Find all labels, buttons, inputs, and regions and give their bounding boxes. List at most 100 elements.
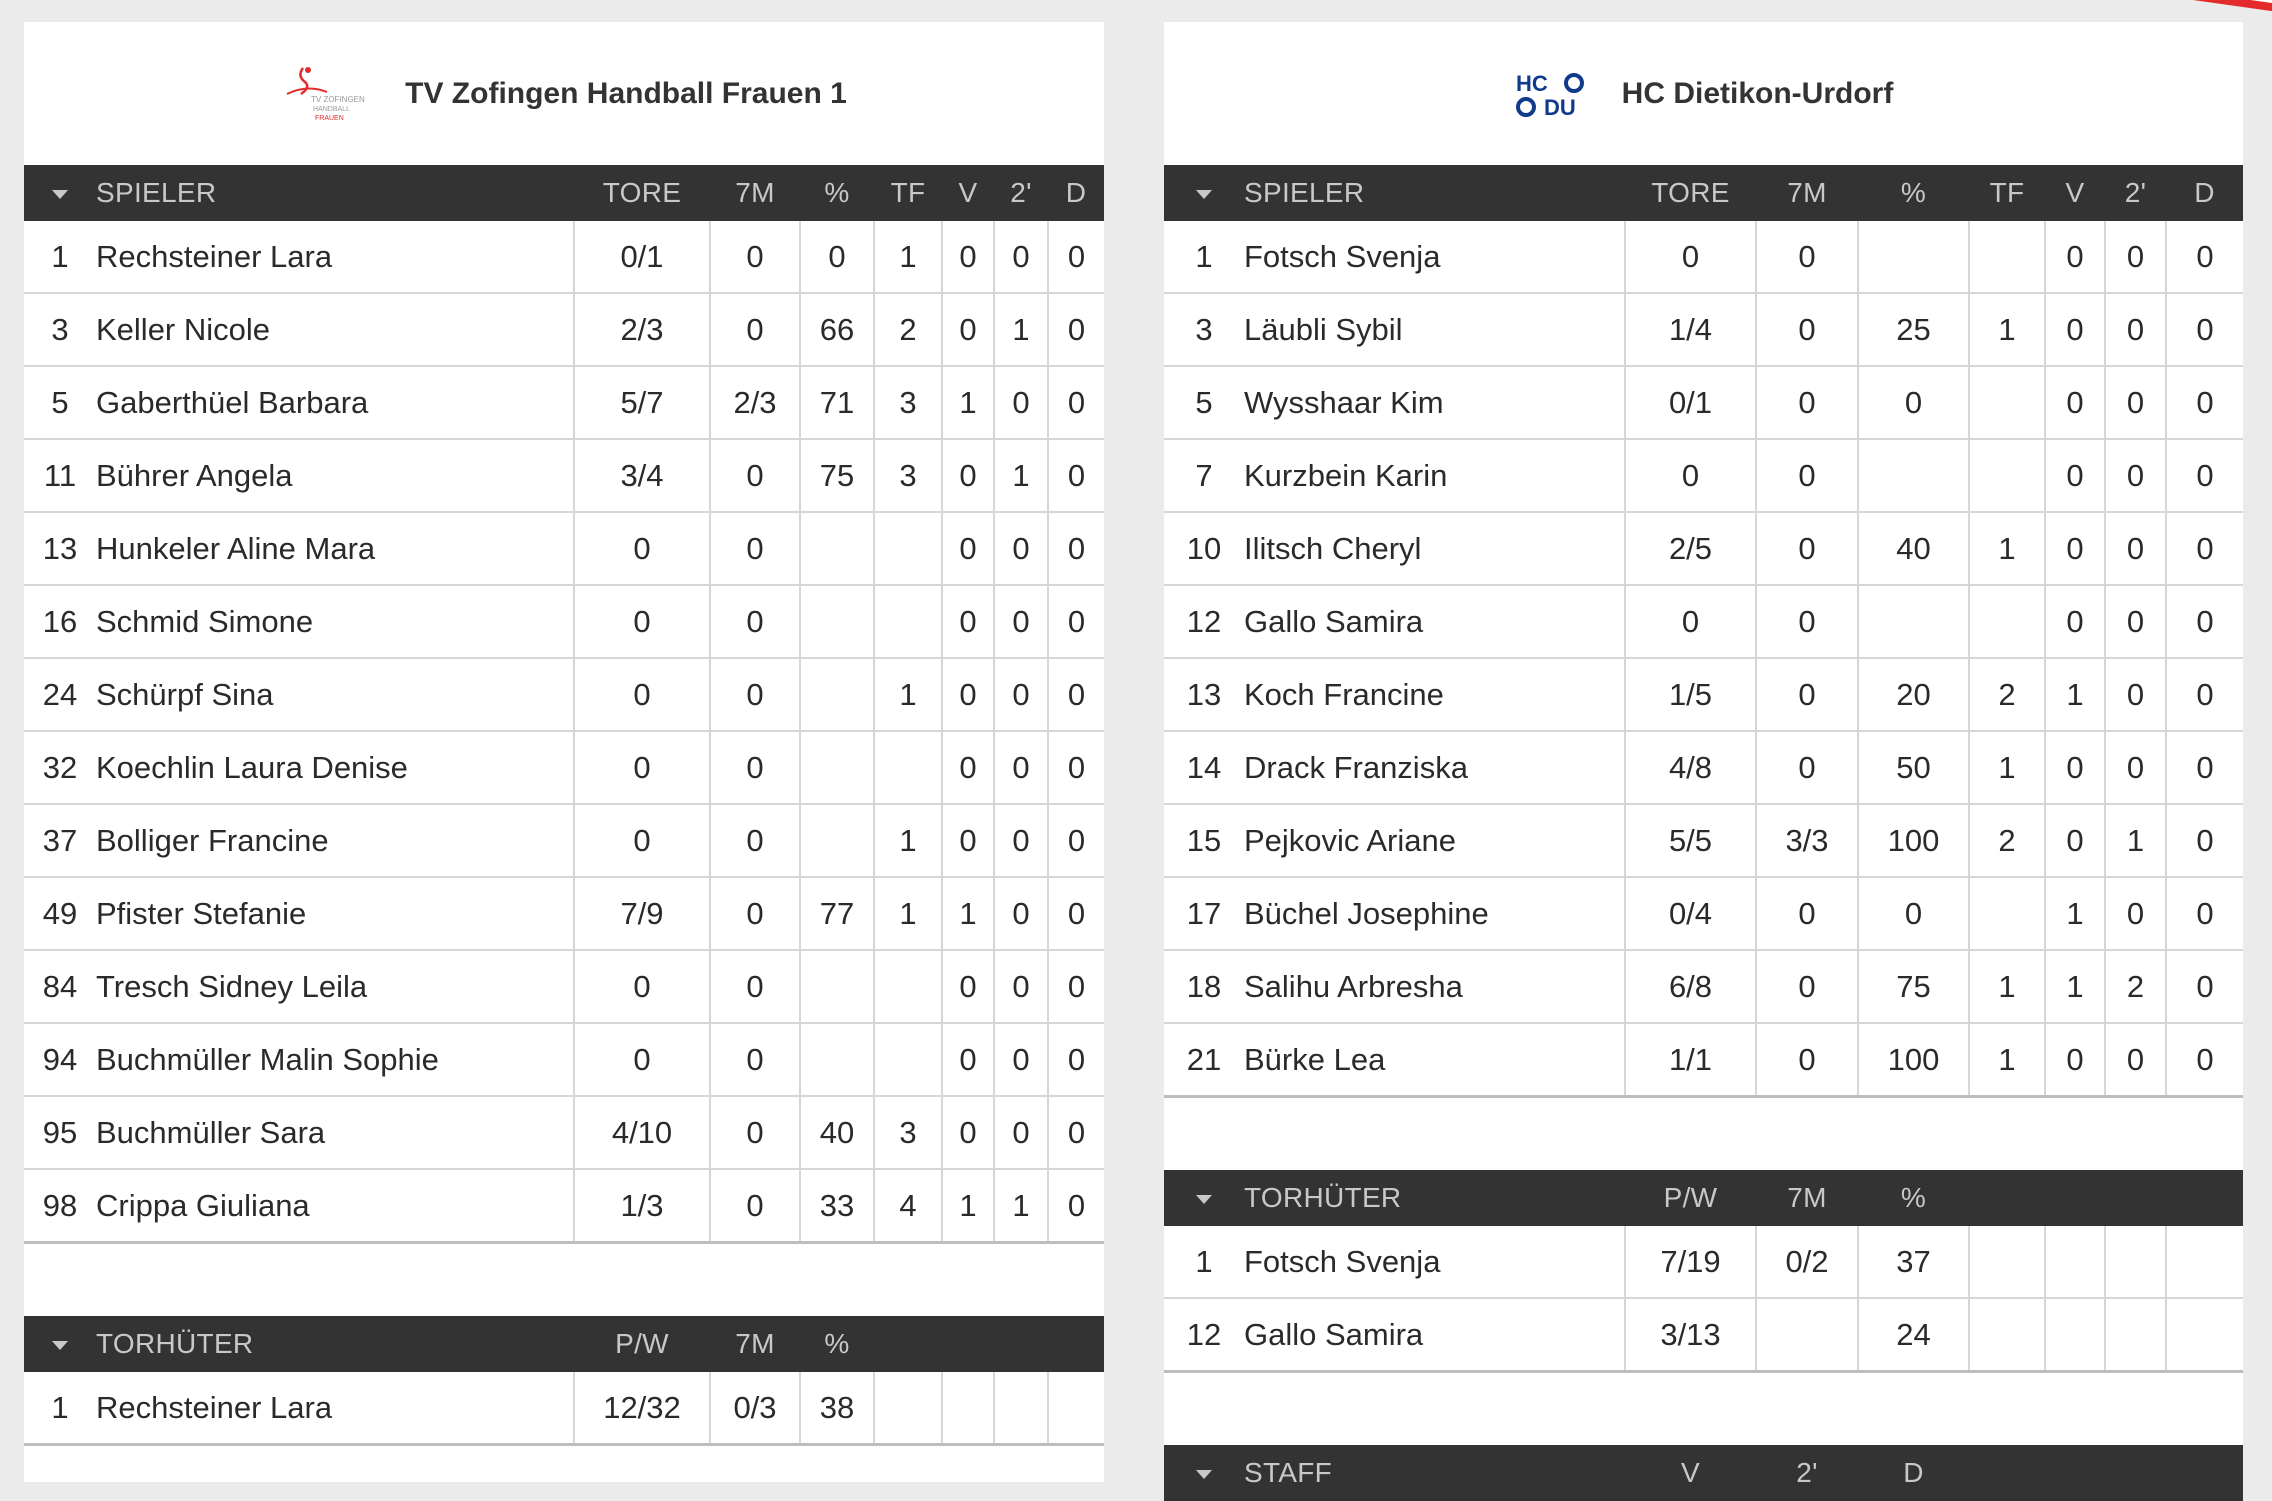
d: 0	[1047, 293, 1104, 367]
7m: 0	[709, 658, 800, 732]
col-header-2min[interactable]: 2'	[1756, 1445, 1858, 1501]
col-header-tf[interactable]: TF	[874, 165, 942, 221]
player-number: 1	[1164, 221, 1244, 294]
collapse-goalies-toggle[interactable]	[1164, 1170, 1244, 1226]
player-number: 13	[24, 512, 96, 586]
v: 0	[2044, 731, 2105, 805]
col-header-d[interactable]: D	[1858, 1445, 1969, 1501]
col-header-tf[interactable]: TF	[1969, 165, 2045, 221]
pct	[1857, 585, 1969, 659]
tf: 1	[1968, 1023, 2045, 1098]
pct	[799, 804, 874, 878]
collapse-staff-toggle[interactable]	[1164, 1445, 1244, 1501]
player-number: 94	[24, 1023, 96, 1097]
empty-cell	[2044, 1298, 2105, 1373]
tf	[873, 950, 942, 1024]
empty-cell	[1047, 1372, 1104, 1446]
7m: 0	[1755, 221, 1858, 294]
empty-cell	[2104, 1226, 2166, 1299]
player-number: 7	[1164, 439, 1244, 513]
col-header-d[interactable]: D	[2166, 165, 2243, 221]
v: 0	[2044, 512, 2105, 586]
hc-dietikon-urdorf-logo: HC DU	[1515, 71, 1584, 118]
svg-text:TV ZOFINGEN: TV ZOFINGEN	[311, 95, 365, 104]
col-header-v[interactable]: V	[942, 165, 994, 221]
7m	[1755, 1298, 1858, 1373]
2min: 0	[993, 1023, 1048, 1097]
guest-staff-header-row: STAFF V 2' D	[1164, 1445, 2243, 1501]
2min: 0	[2104, 293, 2166, 367]
tore: 2/5	[1624, 512, 1756, 586]
d: 0	[2165, 658, 2243, 732]
col-header-spieler[interactable]: SPIELER	[96, 165, 574, 221]
table-row: 49 Pfister Stefanie 7/9 0 77 1 1 0 0	[24, 877, 1104, 951]
caret-down-icon	[1196, 1195, 1212, 1205]
player-number: 21	[1164, 1023, 1244, 1098]
2min: 0	[2104, 512, 2166, 586]
col-header-pct[interactable]: %	[1858, 165, 1969, 221]
col-header-7m[interactable]: 7M	[1756, 1170, 1858, 1226]
d: 0	[1047, 439, 1104, 513]
col-header-v[interactable]: V	[1625, 1445, 1756, 1501]
tf	[1968, 439, 2045, 513]
player-number: 18	[1164, 950, 1244, 1024]
col-header-pct[interactable]: %	[800, 165, 874, 221]
col-header-pw[interactable]: P/W	[574, 1316, 710, 1372]
player-name: Schmid Simone	[96, 585, 574, 659]
col-header-pct[interactable]: %	[800, 1316, 874, 1372]
2min: 1	[2104, 804, 2166, 878]
tore: 6/8	[1624, 950, 1756, 1024]
col-header-7m[interactable]: 7M	[710, 165, 800, 221]
collapse-players-toggle[interactable]	[1164, 165, 1244, 221]
tf	[873, 731, 942, 805]
table-row: 13 Hunkeler Aline Mara 0 0 0 0 0	[24, 512, 1104, 586]
player-number: 95	[24, 1096, 96, 1170]
player-name: Rechsteiner Lara	[96, 221, 574, 294]
empty-cell	[2165, 1226, 2243, 1299]
col-header-staff[interactable]: STAFF	[1244, 1445, 1625, 1501]
collapse-players-toggle[interactable]	[24, 165, 96, 221]
player-name: Buchmüller Sara	[96, 1096, 574, 1170]
2min: 0	[2104, 221, 2166, 294]
col-header-d[interactable]: D	[1048, 165, 1104, 221]
col-header-empty	[2105, 1445, 2166, 1501]
tf	[1968, 366, 2045, 440]
col-header-7m[interactable]: 7M	[710, 1316, 800, 1372]
7m: 0	[1755, 1023, 1858, 1098]
col-header-tore[interactable]: TORE	[574, 165, 710, 221]
2min: 0	[2104, 658, 2166, 732]
empty-cell	[1968, 1298, 2045, 1373]
tore: 0	[573, 658, 710, 732]
tore: 0/4	[1624, 877, 1756, 951]
table-row: 7 Kurzbein Karin 0 0 0 0 0	[1164, 439, 2243, 513]
pw: 7/19	[1624, 1226, 1756, 1299]
v: 0	[941, 293, 994, 367]
col-header-2min[interactable]: 2'	[994, 165, 1048, 221]
col-header-pw[interactable]: P/W	[1625, 1170, 1756, 1226]
tore: 0	[573, 585, 710, 659]
2min: 0	[993, 1096, 1048, 1170]
7m: 3/3	[1755, 804, 1858, 878]
tf	[873, 585, 942, 659]
table-row: 17 Büchel Josephine 0/4 0 0 1 0 0	[1164, 877, 2243, 951]
col-header-empty	[2045, 1170, 2105, 1226]
d: 0	[1047, 1169, 1104, 1244]
col-header-pct[interactable]: %	[1858, 1170, 1969, 1226]
col-header-spieler[interactable]: SPIELER	[1244, 165, 1625, 221]
player-number: 5	[1164, 366, 1244, 440]
collapse-goalies-toggle[interactable]	[24, 1316, 96, 1372]
tf: 2	[873, 293, 942, 367]
2min: 0	[2104, 366, 2166, 440]
col-header-torhueter[interactable]: TORHÜTER	[1244, 1170, 1625, 1226]
empty-cell	[1968, 1226, 2045, 1299]
col-header-torhueter[interactable]: TORHÜTER	[96, 1316, 574, 1372]
pct	[799, 731, 874, 805]
col-header-7m[interactable]: 7M	[1756, 165, 1858, 221]
player-number: 49	[24, 877, 96, 951]
tf: 3	[873, 1096, 942, 1170]
tf: 3	[873, 366, 942, 440]
tore: 0	[573, 731, 710, 805]
col-header-v[interactable]: V	[2045, 165, 2105, 221]
col-header-tore[interactable]: TORE	[1625, 165, 1756, 221]
col-header-2min[interactable]: 2'	[2105, 165, 2166, 221]
